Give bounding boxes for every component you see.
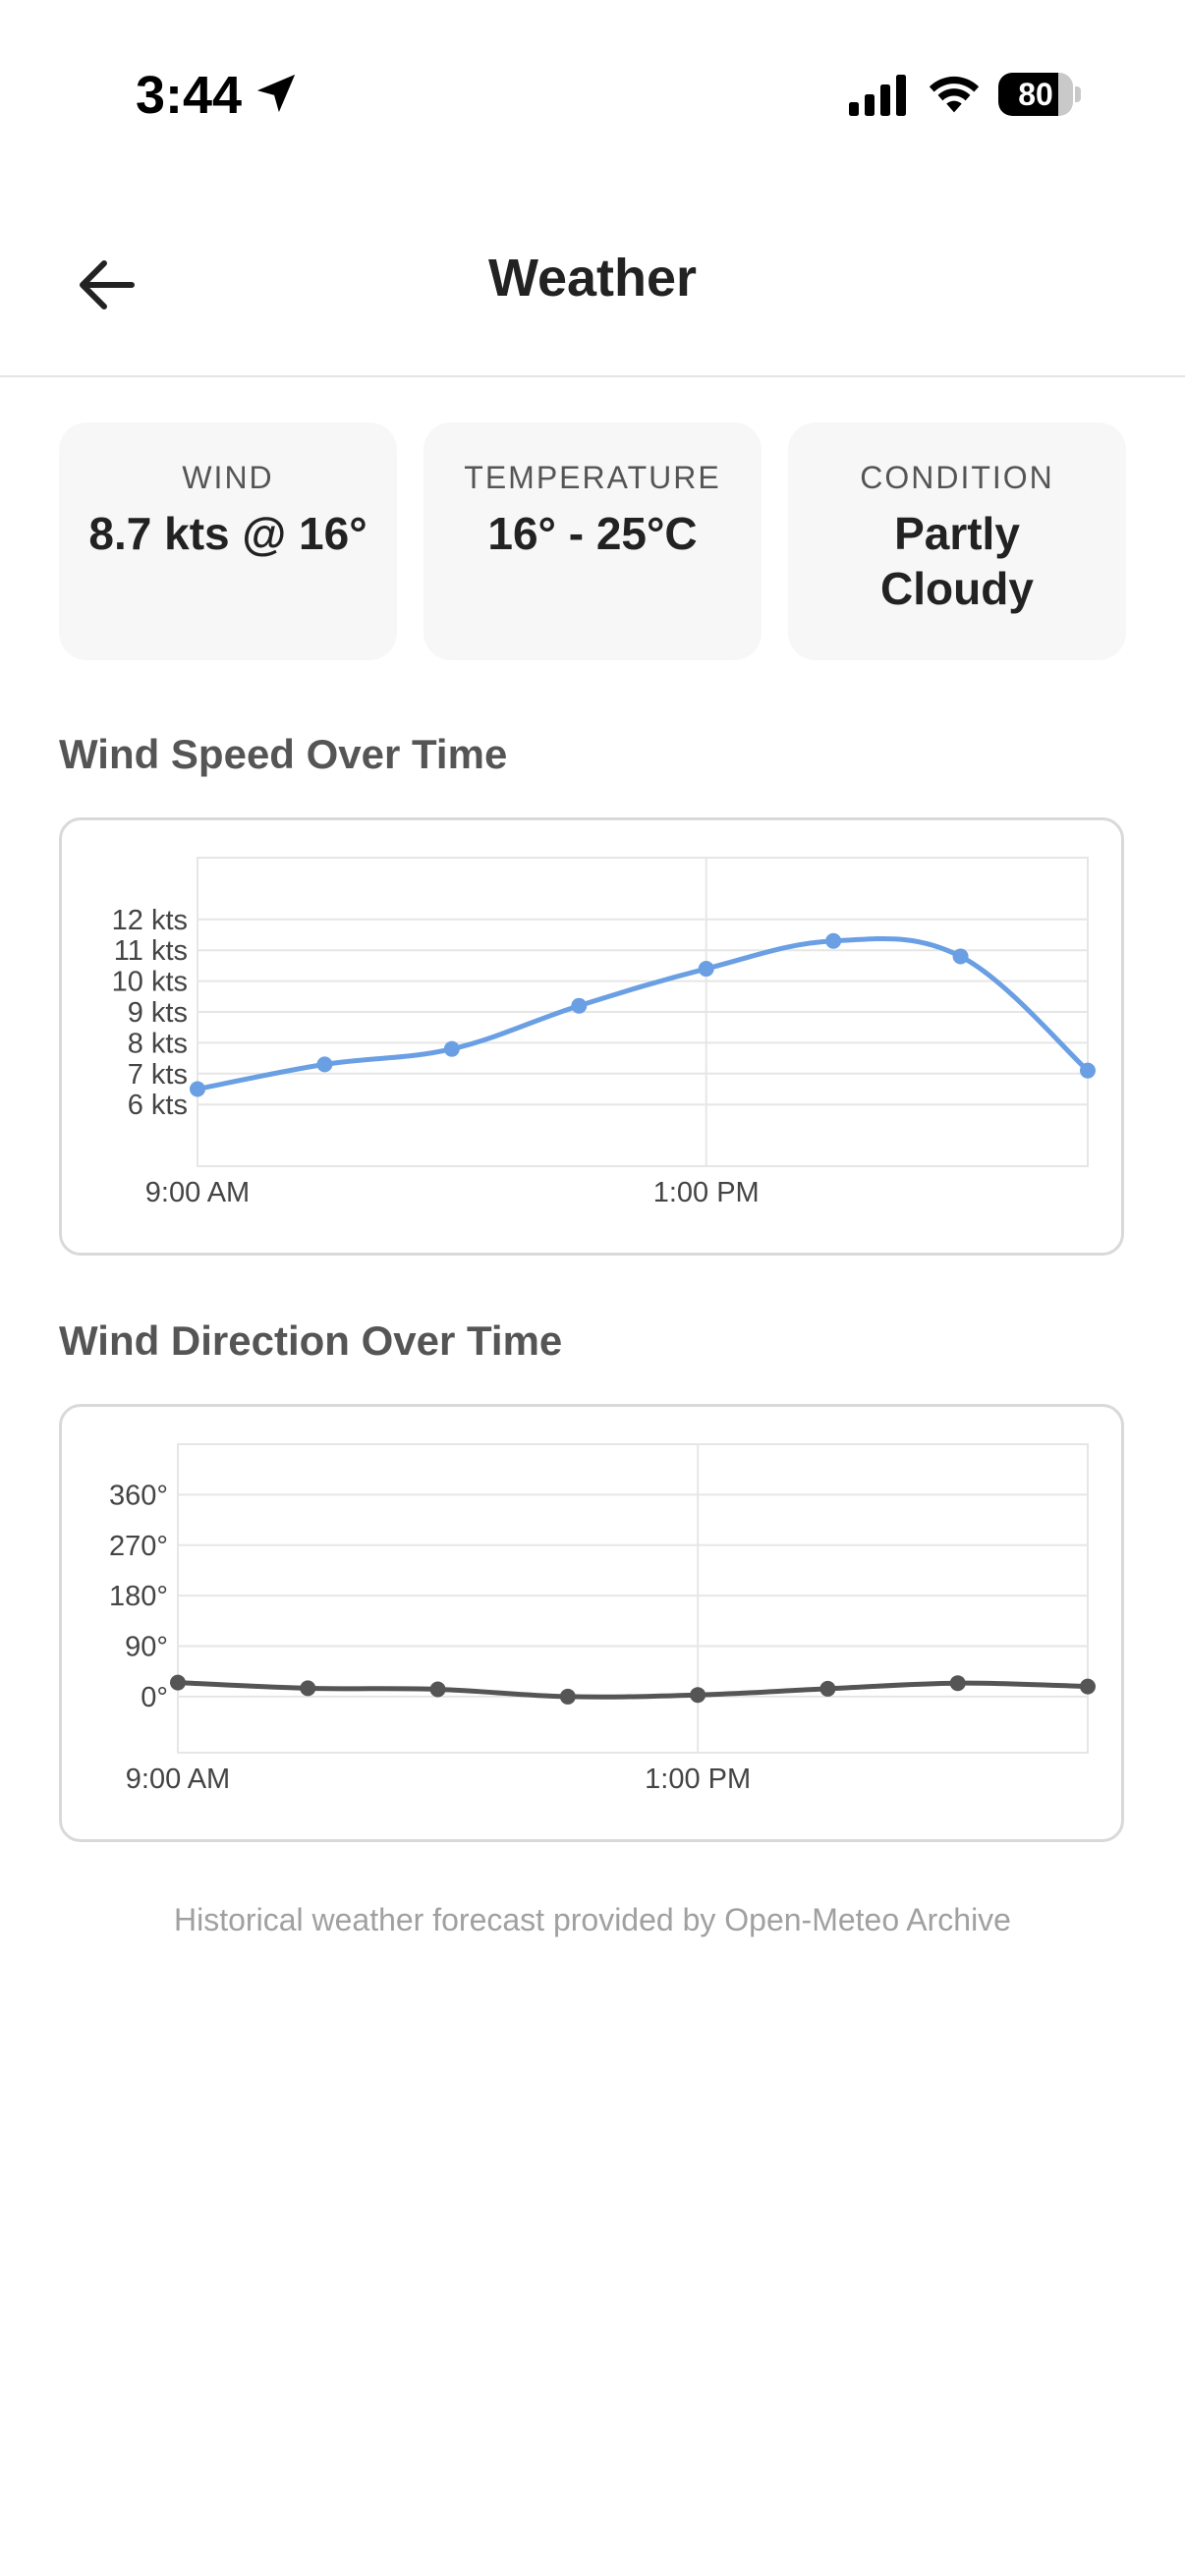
status-bar: 3:44 80 <box>0 0 1185 196</box>
battery-level: 80 <box>1018 77 1053 112</box>
cellular-signal-icon <box>849 75 906 116</box>
weather-summary-cards: WIND 8.7 kts @ 16° TEMPERATURE 16° - 25°… <box>59 422 1126 660</box>
wind-direction-data-point[interactable] <box>949 1675 966 1692</box>
temperature-card: TEMPERATURE 16° - 25°C <box>423 422 762 660</box>
page-title: Weather <box>487 249 698 308</box>
wind-speed-y-tick-label: 11 kts <box>114 935 188 967</box>
wind-direction-y-tick-label: 90° <box>125 1632 168 1663</box>
wind-speed-y-tick-label: 9 kts <box>128 997 188 1029</box>
wind-direction-y-tick-label: 0° <box>141 1682 168 1713</box>
wind-speed-y-tick-label: 12 kts <box>112 905 188 936</box>
wind-direction-chart: 0° 90° 180° 270° 360° 9:00 AM 1:00 PM <box>59 1404 1124 1842</box>
wind-speed-data-point[interactable] <box>443 1040 460 1057</box>
wifi-icon <box>929 76 980 113</box>
wind-speed-data-point[interactable] <box>825 932 842 949</box>
wind-card: WIND 8.7 kts @ 16° <box>59 422 397 660</box>
wind-direction-y-tick-label: 360° <box>109 1480 168 1511</box>
wind-direction-y-tick-label: 180° <box>109 1581 168 1612</box>
wind-speed-chart: 6 kts 7 kts 8 kts 9 kts 10 kts 11 kts 12 kts 9:… <box>59 817 1124 1256</box>
wind-direction-chart-svg: 0° 90° 180° 270° 360° 9:00 AM 1:00 PM <box>109 1443 1096 1795</box>
wind-speed-y-tick-label: 7 kts <box>128 1059 188 1091</box>
wind-direction-data-point[interactable] <box>559 1688 576 1705</box>
wind-card-value: 8.7 kts @ 16° <box>88 508 367 559</box>
wind-speed-data-point[interactable] <box>952 948 969 965</box>
status-time: 3:44 <box>136 66 243 125</box>
wind-speed-data-point[interactable] <box>1080 1062 1096 1079</box>
battery-icon: 80 <box>998 73 1081 116</box>
wind-direction-series-line <box>175 1680 1091 1700</box>
wind-direction-data-point[interactable] <box>170 1674 186 1691</box>
wind-direction-y-tick-label: 270° <box>109 1531 168 1562</box>
wind-direction-data-point[interactable] <box>300 1680 316 1697</box>
wind-direction-data-point[interactable] <box>1080 1678 1096 1695</box>
wind-speed-data-point[interactable] <box>571 997 588 1014</box>
wind-speed-y-tick-label: 6 kts <box>128 1090 188 1121</box>
wind-speed-x-tick-label: 9:00 AM <box>145 1177 250 1208</box>
wind-direction-data-point[interactable] <box>690 1687 706 1704</box>
temperature-card-label: TEMPERATURE <box>464 460 721 495</box>
back-button[interactable] <box>69 246 147 324</box>
wind-speed-data-point[interactable] <box>316 1056 333 1073</box>
wind-speed-y-tick-label: 8 kts <box>128 1028 188 1059</box>
wind-card-label: WIND <box>182 460 274 495</box>
wind-direction-x-tick-label: 1:00 PM <box>645 1764 751 1795</box>
wind-speed-title: Wind Speed Over Time <box>59 731 508 777</box>
wind-speed-y-tick-label: 10 kts <box>112 967 188 998</box>
wind-direction-data-point[interactable] <box>819 1680 836 1697</box>
location-arrow-icon <box>256 74 296 113</box>
condition-card: CONDITION Partly Cloudy <box>788 422 1126 660</box>
wind-direction-plot-frame <box>177 1443 1089 1754</box>
wind-direction-x-tick-label: 9:00 AM <box>126 1764 230 1795</box>
navigation-header: Weather <box>0 196 1185 377</box>
condition-card-label: CONDITION <box>860 460 1054 495</box>
condition-card-value: Partly Cloudy <box>880 508 1034 614</box>
arrow-left-icon <box>80 260 135 309</box>
wind-speed-data-point[interactable] <box>698 961 714 978</box>
wind-direction-title: Wind Direction Over Time <box>59 1317 563 1364</box>
wind-speed-x-tick-label: 1:00 PM <box>653 1177 760 1208</box>
wind-speed-data-point[interactable] <box>190 1081 205 1097</box>
temperature-card-value: 16° - 25°C <box>487 508 698 559</box>
data-source-note: Historical weather forecast provided by … <box>174 1902 1011 1937</box>
wind-direction-data-point[interactable] <box>429 1681 446 1698</box>
